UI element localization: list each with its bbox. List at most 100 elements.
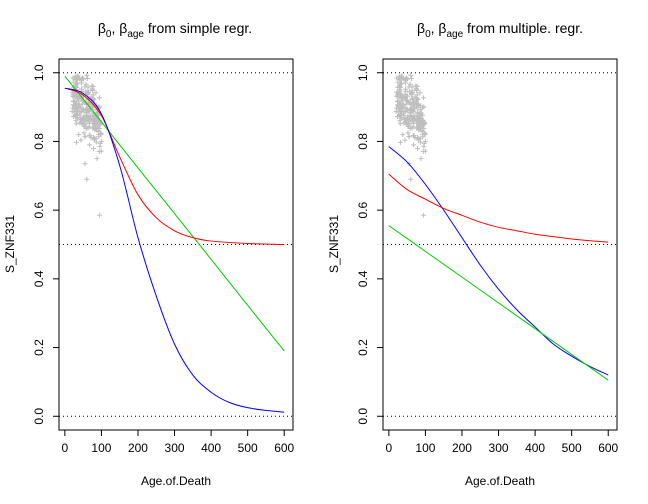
fitted-curves [64, 75, 285, 413]
data-point [407, 108, 413, 114]
data-point [80, 106, 86, 112]
data-point [94, 156, 100, 162]
data-point [82, 134, 88, 140]
data-point [77, 113, 83, 119]
data-point [82, 84, 88, 90]
data-point [94, 128, 100, 134]
x-tick-label: 600 [274, 441, 294, 455]
data-point [83, 81, 89, 87]
data-point [79, 86, 85, 92]
data-point [402, 137, 408, 143]
data-point [87, 142, 93, 148]
x-axis: 0 100 200 300 400 500 600 [62, 429, 295, 455]
data-point [412, 117, 418, 123]
data-point [79, 76, 85, 82]
data-point [408, 72, 414, 78]
data-point [402, 109, 408, 115]
data-point [85, 75, 91, 81]
data-point [418, 128, 424, 134]
data-point [405, 130, 411, 136]
data-point [422, 138, 428, 144]
data-point [417, 120, 423, 126]
data-point [76, 98, 82, 104]
data-point [82, 89, 88, 95]
data-point [403, 76, 409, 82]
data-point [74, 95, 80, 101]
x-axis-title: Age.of.Death [141, 474, 211, 488]
data-point [98, 138, 104, 144]
data-point [396, 84, 402, 90]
data-point [93, 90, 99, 96]
data-point [419, 110, 425, 116]
data-point [86, 124, 92, 130]
data-point [395, 79, 401, 85]
data-point [397, 76, 403, 82]
fitted-curve [64, 87, 285, 245]
data-point [398, 111, 404, 117]
data-point [408, 117, 414, 123]
data-point [97, 212, 103, 218]
data-point [411, 142, 417, 148]
data-point [88, 117, 94, 123]
data-point [407, 125, 413, 131]
data-point [89, 87, 95, 93]
data-point [394, 75, 400, 81]
y-tick-label: 0.2 [32, 339, 46, 356]
data-point [416, 103, 422, 109]
data-point [97, 143, 103, 149]
data-point [401, 102, 407, 108]
data-point [73, 81, 79, 87]
data-point [91, 145, 97, 151]
data-point [422, 131, 428, 137]
data-point [400, 132, 406, 138]
data-point [400, 98, 406, 104]
data-point [97, 126, 103, 132]
data-point [402, 119, 408, 125]
y-axis-title: S_ZNF331 [327, 215, 341, 273]
data-point [418, 156, 424, 162]
data-point [400, 104, 406, 110]
y-tick-label: 0.0 [32, 408, 46, 425]
y-axis: 0.0 0.2 0.4 0.6 0.8 1.0 [356, 64, 384, 425]
data-point [414, 125, 420, 131]
x-axis-title: Age.of.Death [465, 474, 535, 488]
x-tick-label: 100 [91, 441, 111, 455]
data-point [397, 103, 403, 109]
x-tick-label: 300 [165, 441, 185, 455]
data-point [420, 119, 426, 125]
y-tick-label: 0.4 [356, 270, 370, 287]
data-point [415, 96, 421, 102]
y-tick-label: 0.6 [32, 201, 46, 218]
data-point [84, 176, 90, 182]
y-axis-title: S_ZNF331 [3, 215, 17, 273]
data-point [73, 76, 79, 82]
data-point [417, 90, 423, 96]
data-point [405, 117, 411, 123]
data-point [401, 113, 407, 119]
data-point [410, 101, 416, 107]
data-point [416, 114, 422, 120]
data-point [83, 108, 89, 114]
data-point [92, 114, 98, 120]
y-tick-label: 0.8 [356, 133, 370, 150]
data-point [87, 133, 93, 139]
data-point [412, 94, 418, 100]
y-axis: 0.0 0.2 0.4 0.6 0.8 1.0 [32, 64, 60, 425]
y-tick-label: 0.6 [356, 201, 370, 218]
data-point [83, 125, 89, 131]
y-tick-label: 0.2 [356, 339, 370, 356]
data-point [411, 133, 417, 139]
data-point [84, 117, 90, 123]
data-point [91, 96, 97, 102]
data-point [70, 75, 76, 81]
data-point [415, 145, 421, 151]
data-point [398, 73, 404, 79]
data-point [73, 103, 79, 109]
data-point [395, 114, 401, 120]
data-point [419, 105, 425, 111]
data-point [78, 137, 84, 143]
data-point [396, 90, 402, 96]
data-point [74, 73, 80, 79]
data-point [406, 89, 412, 95]
data-point [420, 95, 426, 101]
